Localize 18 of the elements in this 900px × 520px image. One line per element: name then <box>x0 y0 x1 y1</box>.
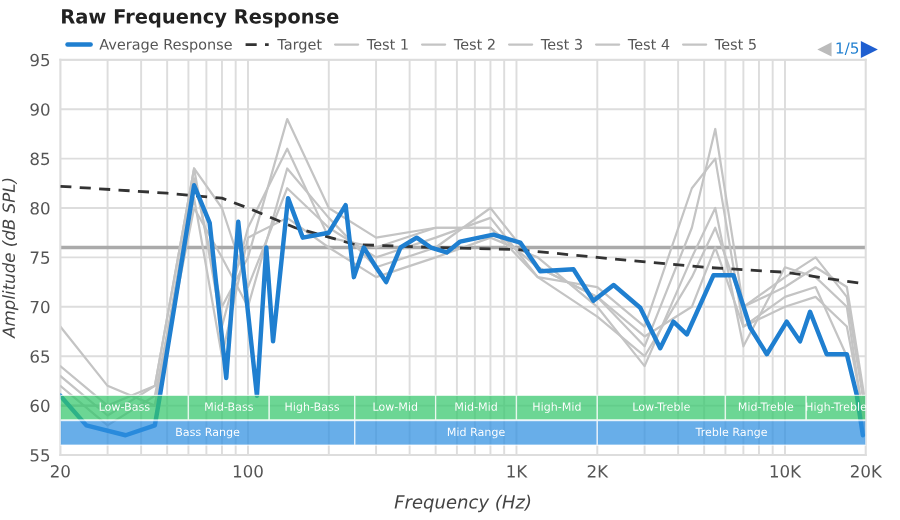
x-tick-label: 100 <box>233 465 263 478</box>
y-tick-label: 55 <box>30 449 50 462</box>
x-tick-label: 2K <box>587 465 609 478</box>
y-axis-title: Amplitude (dB SPL) <box>2 178 19 339</box>
chart-title: Raw Frequency Response <box>62 9 339 28</box>
x-tick-label: 20K <box>850 465 883 478</box>
y-tick-label: 60 <box>30 399 50 413</box>
x-tick-label: 10K <box>770 465 802 478</box>
x-tick-label: 20 <box>50 465 70 478</box>
y-tick-label: 85 <box>30 152 50 166</box>
x-tick-label: 1K <box>507 465 528 478</box>
y-tick-label: 80 <box>30 201 50 215</box>
x-axis-title: Frequency (Hz) <box>394 494 531 513</box>
y-tick-label: 95 <box>30 53 50 67</box>
y-tick-label: 90 <box>30 103 50 116</box>
y-tick-label: 70 <box>30 300 50 314</box>
y-tick-label: 75 <box>30 251 50 264</box>
y-tick-label: 65 <box>30 350 50 363</box>
